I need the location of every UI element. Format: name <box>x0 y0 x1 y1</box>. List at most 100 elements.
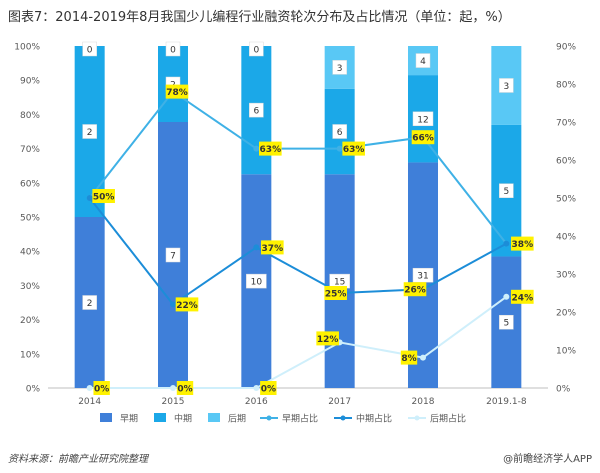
legend-swatch <box>100 413 112 422</box>
y-right-tick-label: 70% <box>556 119 576 129</box>
line-mid_line <box>88 197 507 306</box>
pct-label: 22% <box>176 301 198 311</box>
count-label-box <box>332 60 347 75</box>
pct-label: 12% <box>317 335 339 345</box>
pct-label: 0% <box>177 385 192 395</box>
count-label: 10 <box>251 278 263 288</box>
count-label: 5 <box>503 319 509 329</box>
pct-label: 0% <box>261 385 276 395</box>
count-label-box <box>246 273 267 289</box>
count-label: 2 <box>87 299 93 309</box>
line-point-early_line <box>336 145 343 152</box>
count-label: 4 <box>420 57 426 67</box>
source-note: 资料来源：前瞻产业研究院整理 <box>8 454 148 465</box>
count-label-box <box>415 53 431 68</box>
line-point-late_line <box>253 385 260 391</box>
legend-item: 早期占比 <box>260 413 318 425</box>
legend-swatch <box>154 413 166 422</box>
count-label-box <box>499 78 514 93</box>
x-tick-label: 2016 <box>245 397 268 407</box>
y-left-tick-label: 60% <box>20 179 40 189</box>
count-label-box <box>249 102 264 118</box>
y-right-tick-label: 60% <box>556 157 576 167</box>
pct-label: 24% <box>512 293 534 303</box>
count-label-box <box>82 124 97 139</box>
count-label-box <box>412 111 434 127</box>
line-point-mid_line <box>170 301 176 308</box>
legend-label: 早期占比 <box>282 413 318 425</box>
y-left-tick-label: 0% <box>26 385 41 395</box>
count-label-box <box>82 41 97 57</box>
legend-label: 后期占比 <box>430 413 466 425</box>
pct-label-box <box>342 141 365 156</box>
legend-label: 早期 <box>120 414 138 425</box>
pct-label-box <box>92 189 115 203</box>
y-left-tick-label: 80% <box>20 111 40 121</box>
count-label: 5 <box>503 187 509 197</box>
line-point-mid_line <box>86 195 93 201</box>
brand-credit: @前瞻经济学人APP <box>503 454 592 465</box>
legend-label: 后期 <box>228 414 246 425</box>
pct-label-box <box>176 381 194 395</box>
pct-label: 8% <box>401 354 416 364</box>
y-right-tick-label: 40% <box>556 233 576 243</box>
legend-item: 早期 <box>100 413 138 425</box>
line-point-late_line <box>503 293 510 300</box>
count-label: 12 <box>417 115 428 125</box>
pct-label: 37% <box>262 244 284 254</box>
count-label-box <box>332 124 347 139</box>
y-left-tick-label: 40% <box>20 248 40 258</box>
legend-label: 中期 <box>174 413 192 425</box>
y-left-tick-label: 100% <box>14 43 40 53</box>
count-label-box <box>499 314 514 330</box>
pct-label-box <box>403 282 427 297</box>
y-left-tick-label: 20% <box>20 316 40 326</box>
pct-label-box <box>175 297 199 312</box>
line-point-late_line <box>170 385 176 391</box>
count-label: 31 <box>417 272 428 282</box>
count-label-box <box>499 183 514 198</box>
count-label: 15 <box>334 278 345 288</box>
count-label: 0 <box>170 46 176 56</box>
y-right-tick-label: 10% <box>556 347 576 357</box>
x-tick-label: 2015 <box>162 397 185 407</box>
legend-item: 后期 <box>208 413 246 425</box>
line-point-mid_line <box>253 244 260 251</box>
y-left-tick-label: 10% <box>20 350 40 360</box>
pct-label-box <box>324 286 347 300</box>
legend-label: 中期占比 <box>356 413 392 425</box>
pct-label: 66% <box>412 134 434 144</box>
y-left-tick-label: 90% <box>20 77 40 87</box>
pct-label: 78% <box>166 88 188 98</box>
legend-swatch <box>208 413 220 422</box>
pct-label-box <box>411 130 435 145</box>
y-left-tick-label: 50% <box>20 214 40 224</box>
pct-label-box <box>261 240 284 255</box>
pct-label-box <box>260 381 277 395</box>
count-label: 2 <box>87 128 93 138</box>
legend-item: 中期占比 <box>334 413 392 425</box>
line-late_line <box>89 295 507 389</box>
count-label-box <box>165 41 181 57</box>
pct-label-box <box>316 331 339 346</box>
count-label: 3 <box>337 64 343 74</box>
y-left-tick-label: 30% <box>20 282 40 292</box>
pct-label: 38% <box>512 240 534 250</box>
pct-label-box <box>93 381 110 395</box>
line-point-late_line <box>86 385 93 391</box>
x-tick-label: 2017 <box>328 397 351 407</box>
count-label: 3 <box>503 82 509 92</box>
legend-marker <box>414 415 420 421</box>
y-right-tick-label: 0% <box>556 385 571 395</box>
x-tick-label: 2014 <box>78 397 101 407</box>
pct-label-box <box>511 289 534 304</box>
y-right-tick-label: 30% <box>556 271 576 281</box>
chart-title: 图表7：2014-2019年8月我国少儿编程行业融资轮次分布及占比情况（单位：起… <box>8 10 511 25</box>
pct-label-box <box>400 350 418 365</box>
line-point-mid_line <box>503 240 510 247</box>
y-right-tick-label: 20% <box>556 309 576 319</box>
legend-marker <box>340 415 346 421</box>
line-point-late_line <box>420 354 426 361</box>
